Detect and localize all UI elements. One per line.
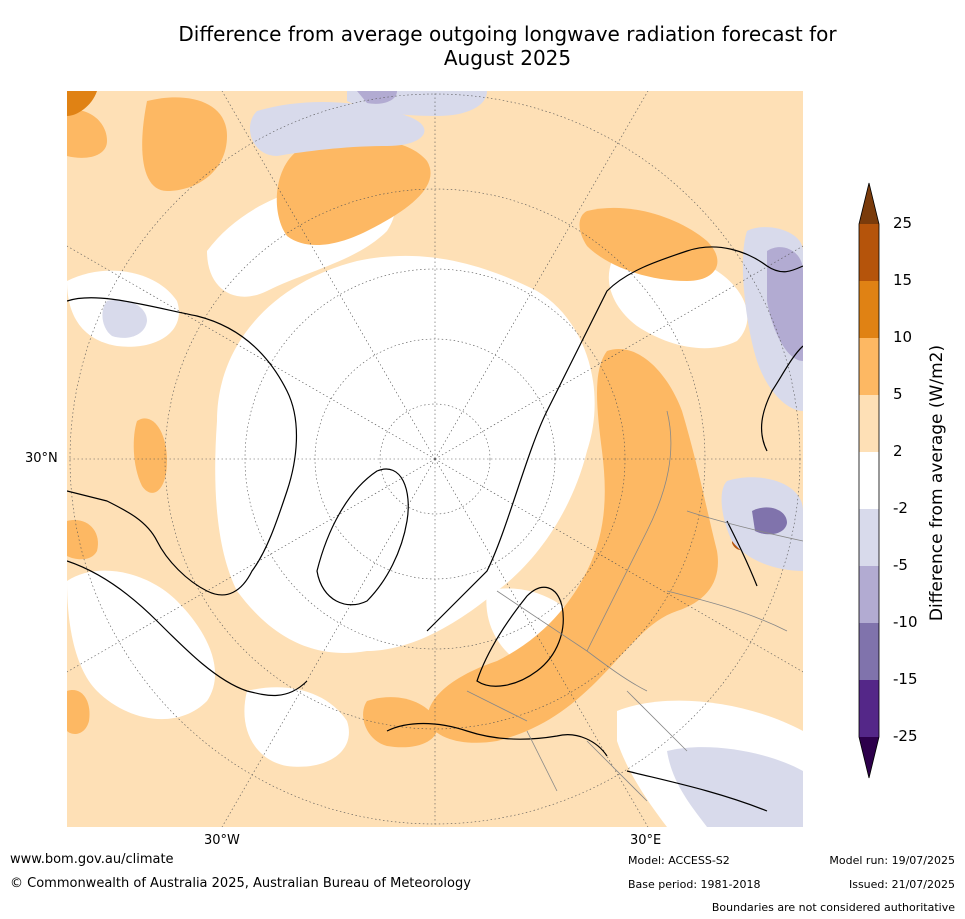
- colorbar-tick-label: 15: [893, 271, 913, 289]
- anomaly-10-15-corner: [67, 91, 97, 116]
- anomaly-neg-2-5-north: [249, 101, 425, 156]
- colorbar-bin-neg15-neg10: [859, 623, 879, 680]
- footer-model: Model: ACCESS-S2: [628, 854, 730, 867]
- footer-copyright: © Commonwealth of Australia 2025, Austra…: [10, 876, 471, 891]
- colorbar-extend-under: [859, 737, 879, 778]
- map-title: Difference from average outgoing longwav…: [100, 22, 915, 70]
- footer-model-run: Model run: 19/07/2025: [829, 854, 955, 867]
- meridian-lines: [67, 91, 803, 827]
- colorbar-tick-label: 10: [893, 328, 913, 346]
- neutral-arctic-region: [215, 255, 595, 653]
- anomaly-neg-2-5-south: [667, 747, 803, 827]
- footer-url[interactable]: www.bom.gov.au/climate: [10, 852, 174, 867]
- anomaly-5-10-pacific-edge: [67, 520, 98, 560]
- colorbar-bin-15-25: [859, 224, 879, 281]
- anomaly-5-10-iberia: [363, 697, 438, 748]
- colorbar-bin-neg25-neg15: [859, 680, 879, 737]
- colorbar-tick-label: -15: [893, 670, 918, 688]
- colorbar-bin-neg5-neg2: [859, 509, 879, 566]
- map-title-line-2: August 2025: [443, 46, 572, 70]
- colorbar-bin-5-10: [859, 338, 879, 395]
- country-borders: [466, 410, 803, 802]
- footer-issued: Issued: 21/07/2025: [848, 878, 955, 891]
- colorbar-tick-label: -2: [893, 499, 908, 517]
- colorbar: [858, 182, 880, 779]
- colorbar-tick-label: -5: [893, 556, 908, 574]
- anomaly-5-10-east-asia: [579, 207, 718, 281]
- anomaly-5-10-bering: [142, 97, 227, 191]
- map-title-line-1: Difference from average outgoing longwav…: [178, 22, 837, 46]
- lon-label-30e: 30°E: [630, 833, 662, 848]
- neutral-atlantic-region: [244, 687, 349, 767]
- coastlines: [67, 246, 803, 812]
- anomaly-neg-5-10-top: [357, 91, 397, 104]
- colorbar-bin-10-15: [859, 281, 879, 338]
- colorbar-title: Difference from average (W/m2): [927, 344, 947, 622]
- colorbar-extend-over: [859, 183, 879, 224]
- colorbar-bin-2-5: [859, 395, 879, 452]
- anomaly-neg-10-15-spot: [752, 507, 787, 535]
- colorbar-tick-label: 2: [893, 442, 903, 460]
- footer-base-period: Base period: 1981-2018: [628, 878, 761, 891]
- lat-label-30n: 30°N: [25, 451, 58, 466]
- anomaly-5-10-eurasia: [427, 349, 718, 743]
- footer-disclaimer: Boundaries are not considered authoritat…: [711, 901, 955, 914]
- anomaly-neg-5-10-east: [767, 247, 803, 361]
- anomaly-5-10-sw-edge: [67, 690, 90, 734]
- anomaly-5-10-north-pacific: [276, 138, 431, 246]
- anomaly-neg-2-5-alaska: [102, 299, 147, 338]
- polar-map-svg: [67, 91, 803, 827]
- polar-map: [67, 91, 803, 827]
- colorbar-bin-neg10-neg5: [859, 566, 879, 623]
- anomaly-5-10-north-america: [133, 418, 167, 493]
- colorbar-bin-neg2-2: [859, 452, 879, 509]
- lon-label-30w: 30°W: [204, 833, 240, 848]
- colorbar-tick-label: 5: [893, 385, 903, 403]
- colorbar-tick-label: -10: [893, 613, 918, 631]
- anomaly-5-10-west-edge: [67, 110, 107, 158]
- colorbar-tick-label: -25: [893, 727, 918, 745]
- colorbar-tick-label: 25: [893, 214, 913, 232]
